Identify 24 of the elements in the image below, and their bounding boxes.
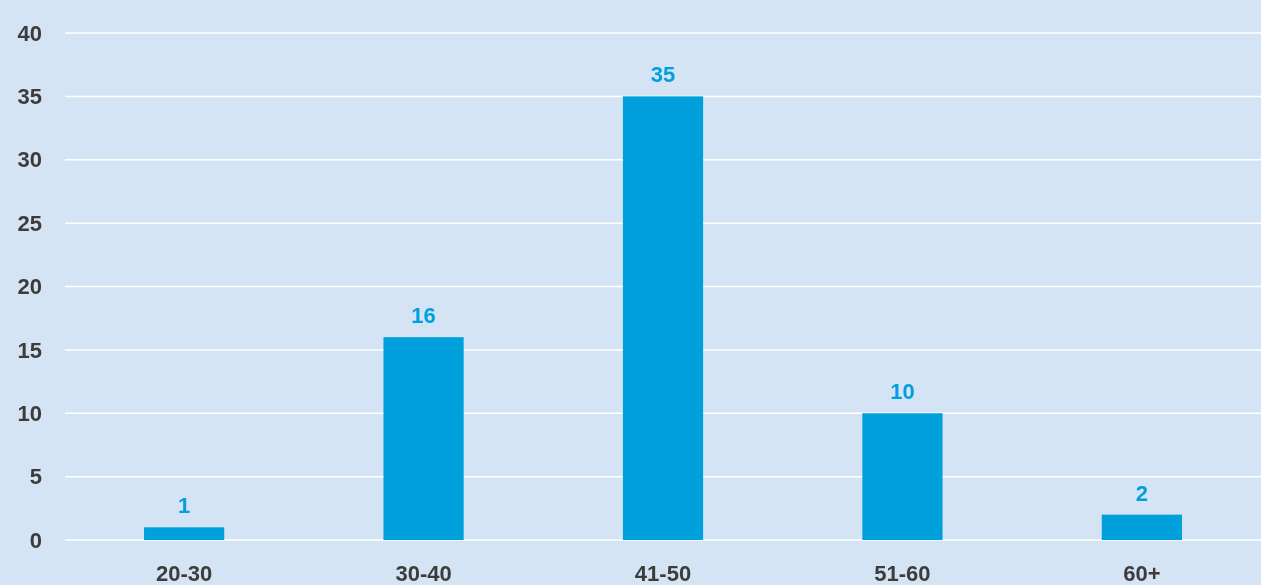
bar: [383, 337, 464, 540]
y-tick-label: 30: [17, 147, 42, 173]
y-tick-label: 20: [17, 274, 42, 300]
y-tick-label: 35: [17, 84, 42, 110]
bar: [622, 96, 704, 540]
data-label: 16: [411, 303, 436, 329]
bar: [1101, 514, 1182, 540]
y-tick-label: 25: [17, 210, 42, 236]
bar: [862, 413, 943, 540]
x-tick-label: 20-30: [155, 561, 213, 585]
x-tick-label: 41-50: [634, 561, 692, 585]
data-label: 2: [1135, 480, 1148, 506]
x-tick-label: 60+: [1123, 561, 1161, 585]
y-tick-label: 40: [17, 20, 42, 46]
y-tick-label: 15: [17, 337, 42, 363]
data-label: 1: [178, 493, 191, 519]
data-label: 35: [650, 62, 676, 88]
y-tick-label: 5: [29, 464, 42, 490]
data-label: 10: [890, 379, 915, 405]
bar: [144, 527, 225, 540]
x-tick-label: 51-60: [874, 561, 931, 585]
y-tick-label: 0: [29, 527, 42, 553]
y-tick-label: 10: [17, 400, 42, 426]
x-tick-label: 30-40: [395, 561, 452, 585]
